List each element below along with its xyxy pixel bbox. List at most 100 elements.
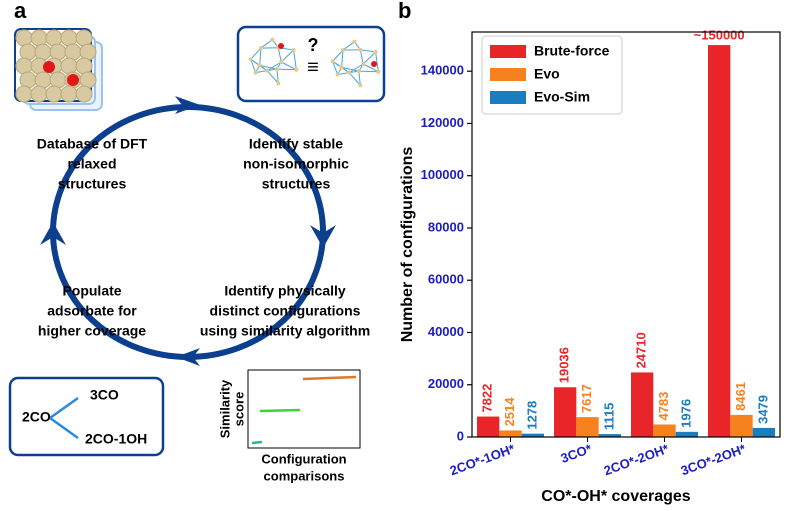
atom [15,57,33,75]
x-tick-label: 3CO* [559,441,595,466]
atom [60,57,78,75]
atom [75,57,93,75]
edge [342,41,355,51]
y-tick-label: 100000 [421,167,464,182]
edge [332,61,339,75]
node [257,63,262,68]
bar [598,434,621,437]
node [330,59,335,64]
atom [15,29,33,47]
edge [276,68,297,71]
atom [15,85,33,103]
node [258,46,263,51]
edge [358,70,379,73]
bar [708,45,731,438]
node [347,70,352,75]
panel-b: b 0 20000 40000 60000 80000 100000 120000 140000… [398,0,781,505]
node [358,47,363,52]
node [278,43,284,49]
edge [266,70,279,84]
bar [631,372,654,437]
arrow [175,96,200,114]
atoms [15,29,97,103]
adsorbate [43,61,55,73]
y-tick-label: 0 [457,428,464,443]
value-label: 8461 [733,382,748,411]
atom [34,43,52,61]
bar [499,430,522,437]
atom [79,43,97,61]
inset-frame [247,369,361,449]
value-label: 24710 [634,332,649,368]
reaction-box [8,376,165,457]
step-label: Database of DFT [37,136,148,152]
x-axis-label: CO*-OH* coverages [541,488,690,505]
edge [277,47,282,63]
adsorbate [67,74,79,86]
step-label: using similarity algorithm [200,323,370,339]
product: 2CO-1OH [85,431,147,447]
graphs [248,37,381,88]
reaction-arrows [49,396,79,440]
inset-line [251,440,263,445]
y-axis-label: Number of configurations [399,147,416,343]
inset-y-label: Similarity [217,379,232,438]
node [340,48,345,53]
arrow [176,348,200,366]
atom [19,71,37,89]
legend-swatch [490,45,526,58]
edge [360,49,376,53]
edge [348,72,361,86]
value-label: 7617 [579,384,594,413]
edge [280,49,294,63]
edge [293,49,297,70]
atom [75,85,93,103]
node [371,61,377,67]
value-label: 19036 [557,347,572,383]
step-label: non-isomorphic [243,156,349,172]
value-label: ~150000 [694,28,745,43]
edge [276,69,279,84]
node [276,81,281,86]
atom [64,43,82,61]
node [274,67,279,72]
edge [348,63,364,74]
inset-x-label: Configuration [261,451,346,466]
reactant: 2CO [22,409,51,425]
atom [75,29,93,47]
inset-line [302,375,357,381]
step-label: higher coverage [38,323,146,339]
inset-x-label: comparisons [264,468,345,483]
y-tick-label: 80000 [428,219,464,234]
value-label: 1115 [601,403,616,431]
bar [730,414,753,437]
bar [554,387,577,437]
edge [250,59,257,73]
x-tick-label: 2CO*-2OH* [602,441,672,479]
node [265,68,270,73]
legend-swatch [490,91,526,104]
atom [49,43,67,61]
value-label: 7822 [480,384,495,413]
node [270,37,275,42]
atom [60,29,78,47]
node [294,67,299,72]
x-tick-label: 2CO*-1OH* [448,441,518,479]
value-label: 1976 [678,399,693,428]
y-tick-label: 120000 [421,115,464,130]
edge [250,47,262,60]
atom [45,85,63,103]
step-label: Populate [62,283,121,299]
edge [362,51,376,65]
step-label: structures [262,176,331,192]
node [373,49,378,54]
node [352,39,357,44]
bar [576,417,599,437]
node [291,47,296,52]
y-tick-label: 40000 [428,324,464,339]
atom [30,85,48,103]
node [248,57,253,62]
value-label: 3479 [755,395,770,424]
bar [752,427,775,437]
node [361,62,366,66]
